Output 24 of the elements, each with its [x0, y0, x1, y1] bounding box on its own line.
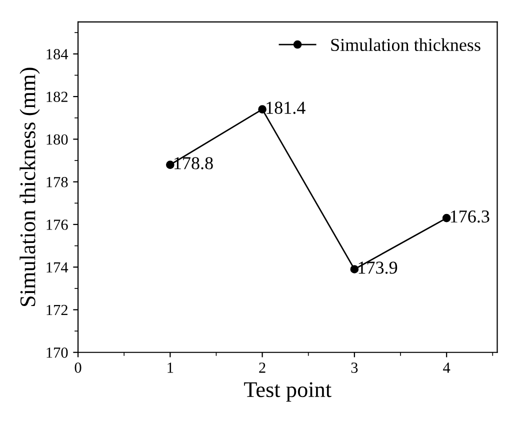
- y-tick-label: 170: [46, 348, 68, 358]
- x-tick-label: 3: [351, 362, 358, 373]
- y-tick-label: 180: [46, 134, 68, 145]
- x-tick-label: 2: [259, 362, 266, 373]
- data-label: 176.3: [450, 210, 490, 223]
- y-tick-label: 176: [46, 220, 68, 230]
- y-tick-label: 172: [46, 304, 68, 316]
- data-label: 173.9: [358, 262, 398, 274]
- data-label: 181.4: [266, 102, 306, 114]
- legend-label: Simulation thickness: [331, 38, 480, 52]
- x-tick-label: 0: [74, 362, 82, 373]
- point: [166, 160, 174, 169]
- y-tick-label: 178: [46, 176, 68, 188]
- y-tick-label: 182: [46, 92, 68, 102]
- y-tick-label: 184: [46, 49, 68, 60]
- data-label: 178.8: [174, 157, 213, 170]
- x-tick-label: 1: [168, 362, 174, 373]
- y-tick-label: 174: [46, 262, 68, 272]
- x-axis-title: Test point: [244, 382, 332, 402]
- y-axis-title: Simulation thickness (mm): [20, 68, 40, 306]
- point: [350, 265, 359, 274]
- x-tick-label: 4: [443, 362, 450, 373]
- point: [442, 214, 451, 222]
- point: [258, 105, 266, 114]
